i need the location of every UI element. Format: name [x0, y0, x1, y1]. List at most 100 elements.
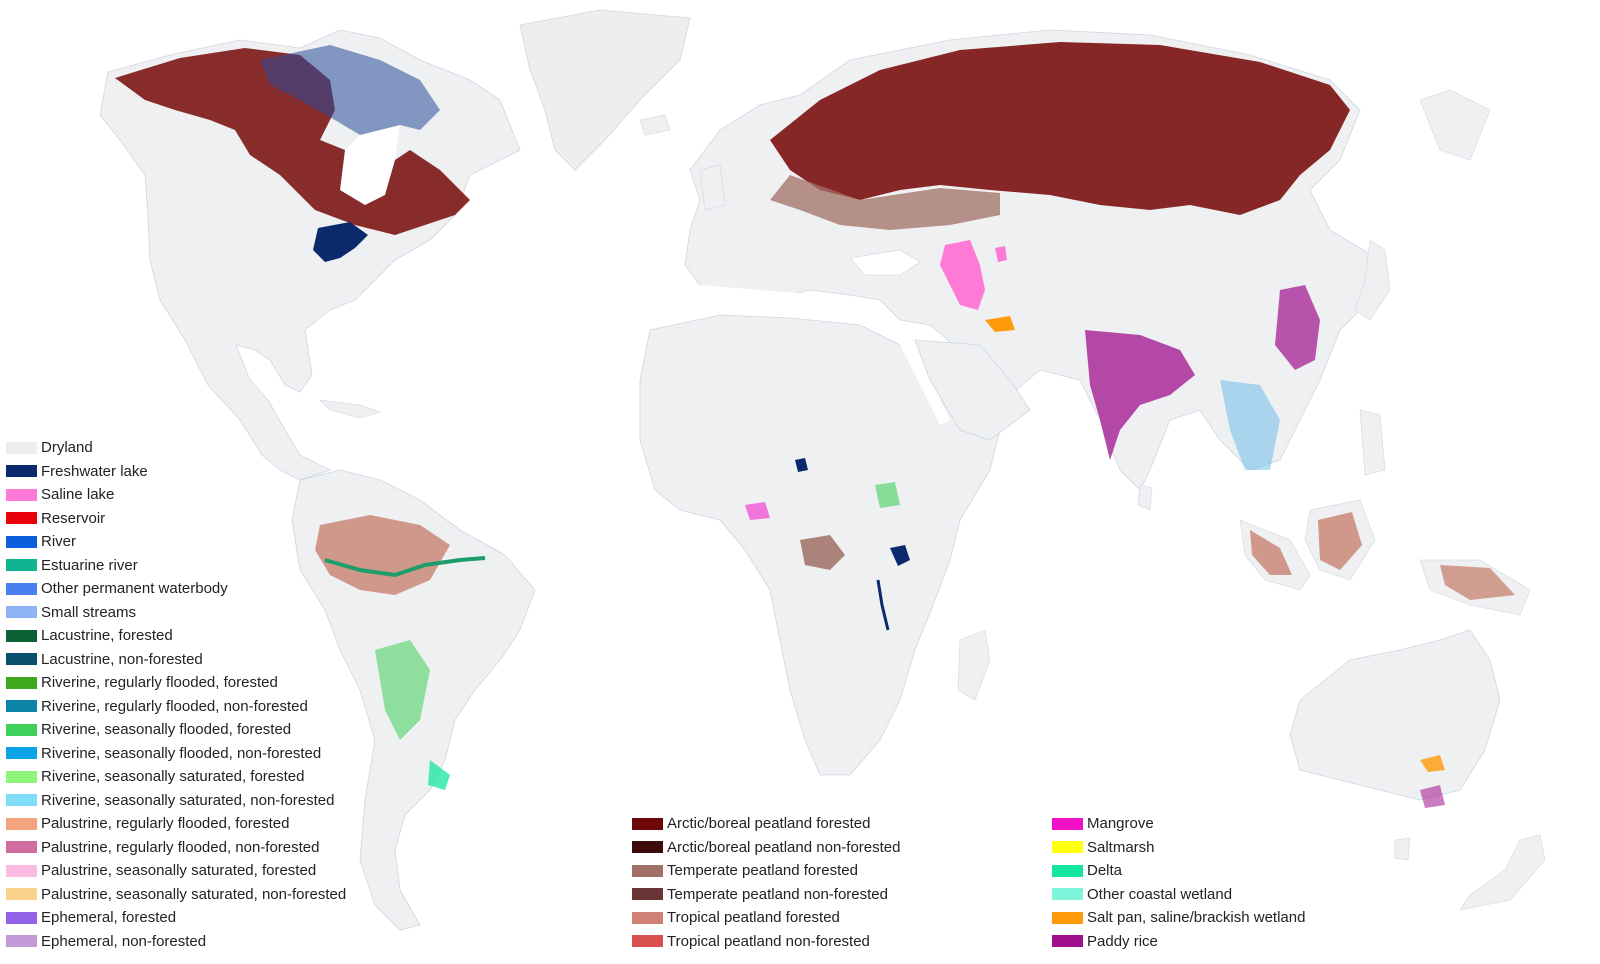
murray-darling-wetlands	[1420, 785, 1445, 808]
borneo-tropical-peatland	[1318, 512, 1362, 570]
siberia-boreal-peatland	[770, 42, 1350, 215]
legend-item: Saltmarsh	[1052, 836, 1305, 860]
legend-item: Delta	[1052, 859, 1305, 883]
legend-swatch	[6, 559, 37, 572]
legend-label: Other permanent waterbody	[41, 580, 228, 598]
legend-label: Other coastal wetland	[1087, 885, 1233, 903]
legend-left-column: Dryland Freshwater lake Saline lake Reservo…	[6, 436, 346, 953]
legend-label: Riverine, seasonally saturated, non-fore…	[41, 791, 335, 809]
legend-swatch	[1052, 864, 1083, 877]
ganges-paddy-rice	[1085, 330, 1195, 460]
legend-label: Riverine, regularly flooded, forested	[41, 674, 278, 692]
legend-label: Arctic/boreal peatland non-forested	[667, 838, 901, 856]
legend-swatch	[1052, 841, 1083, 854]
legend-swatch	[6, 676, 37, 689]
hudson-bay	[340, 125, 400, 205]
australia-landmass	[1289, 629, 1501, 801]
lake-chad	[795, 458, 808, 472]
legend-item: Riverine, seasonally saturated, forested	[6, 765, 346, 789]
legend-label: Riverine, seasonally flooded, non-forest…	[41, 744, 322, 762]
legend-label: River	[41, 533, 77, 551]
legend-item: Other coastal wetland	[1052, 883, 1305, 907]
legend-item: Reservoir	[6, 507, 346, 531]
legend-item: Lacustrine, non-forested	[6, 648, 346, 672]
legend-item: Riverine, regularly flooded, forested	[6, 671, 346, 695]
legend-swatch	[6, 512, 37, 525]
legend-item: Palustrine, seasonally saturated, non-fo…	[6, 883, 346, 907]
lake-victoria	[890, 545, 910, 566]
legend-item: Mangrove	[1052, 812, 1305, 836]
legend-swatch	[632, 911, 663, 924]
legend-label: Tropical peatland forested	[667, 909, 840, 927]
legend-item: Riverine, seasonally flooded, non-forest…	[6, 742, 346, 766]
legend-label: Riverine, regularly flooded, non-foreste…	[41, 697, 308, 715]
legend-label: Reservoir	[41, 509, 106, 527]
greenland-landmass	[519, 9, 691, 171]
sri-lanka	[1137, 484, 1153, 511]
legend-item: Ephemeral, non-forested	[6, 930, 346, 954]
legend-swatch	[6, 841, 37, 854]
west-africa-mangrove	[745, 502, 770, 520]
legend-label: Paddy rice	[1087, 932, 1158, 950]
sudd-wetland	[875, 482, 900, 508]
legend-label: Palustrine, regularly flooded, forested	[41, 815, 290, 833]
legend-item: Palustrine, seasonally saturated, forest…	[6, 859, 346, 883]
legend-label: Mangrove	[1087, 815, 1154, 833]
legend-swatch	[1052, 911, 1083, 924]
legend-label: Palustrine, seasonally saturated, non-fo…	[41, 885, 347, 903]
legend-item: Paddy rice	[1052, 930, 1305, 954]
legend-swatch	[6, 794, 37, 807]
caribbean-islands	[319, 399, 381, 419]
legend-swatch	[6, 535, 37, 548]
kamchatka	[1419, 89, 1491, 161]
legend-label: Small streams	[41, 603, 137, 621]
legend-item: Tropical peatland non-forested	[632, 930, 900, 954]
british-isles	[699, 164, 726, 211]
iceland	[639, 114, 671, 136]
legend-swatch	[632, 841, 663, 854]
legend-right-column: Mangrove Saltmarsh Delta Other coastal wetl…	[1052, 812, 1305, 953]
legend-label: Dryland	[41, 439, 93, 457]
legend-item: Palustrine, regularly flooded, non-fores…	[6, 836, 346, 860]
legend-item: Tropical peatland forested	[632, 906, 900, 930]
legend-item: Temperate peatland forested	[632, 859, 900, 883]
legend-swatch	[1052, 817, 1083, 830]
legend-label: Palustrine, regularly flooded, non-fores…	[41, 838, 320, 856]
parana-delta	[428, 760, 450, 790]
japan-islands	[1354, 239, 1391, 321]
legend-item: Arctic/boreal peatland forested	[632, 812, 900, 836]
legend-swatch	[632, 864, 663, 877]
legend-label: Ephemeral, forested	[41, 909, 177, 927]
legend-label: Tropical peatland non-forested	[667, 932, 870, 950]
caspian-sea	[940, 240, 985, 310]
legend-swatch	[6, 864, 37, 877]
aral-lake	[995, 246, 1007, 262]
legend-label: Ephemeral, non-forested	[41, 932, 207, 950]
legend-middle-column: Arctic/boreal peatland forested Arctic/bo…	[632, 812, 900, 953]
legend-item: Riverine, regularly flooded, non-foreste…	[6, 695, 346, 719]
sumatra-tropical-peatland	[1250, 530, 1292, 575]
legend-swatch	[6, 747, 37, 760]
china-paddy-rice	[1275, 285, 1320, 370]
legend-item: Estuarine river	[6, 554, 346, 578]
legend-swatch	[1052, 935, 1083, 948]
legend-label: Lacustrine, non-forested	[41, 650, 203, 668]
legend-label: Estuarine river	[41, 556, 138, 574]
legend-swatch	[6, 582, 37, 595]
new-zealand-islands	[1459, 834, 1546, 911]
legend-swatch	[6, 700, 37, 713]
legend-swatch	[6, 935, 37, 948]
legend-item: Freshwater lake	[6, 460, 346, 484]
legend-swatch	[6, 653, 37, 666]
pantanal-wetlands	[375, 640, 430, 740]
legend-item: Riverine, seasonally saturated, non-fore…	[6, 789, 346, 813]
legend-item: Dryland	[6, 436, 346, 460]
legend-item: Temperate peatland non-forested	[632, 883, 900, 907]
legend-item: Saline lake	[6, 483, 346, 507]
legend-label: Delta	[1087, 862, 1123, 880]
legend-swatch	[6, 911, 37, 924]
legend-label: Arctic/boreal peatland forested	[667, 815, 871, 833]
congo-tropical-peatland	[800, 535, 845, 570]
legend-item: Riverine, seasonally flooded, forested	[6, 718, 346, 742]
legend-label: Saltmarsh	[1087, 838, 1155, 856]
